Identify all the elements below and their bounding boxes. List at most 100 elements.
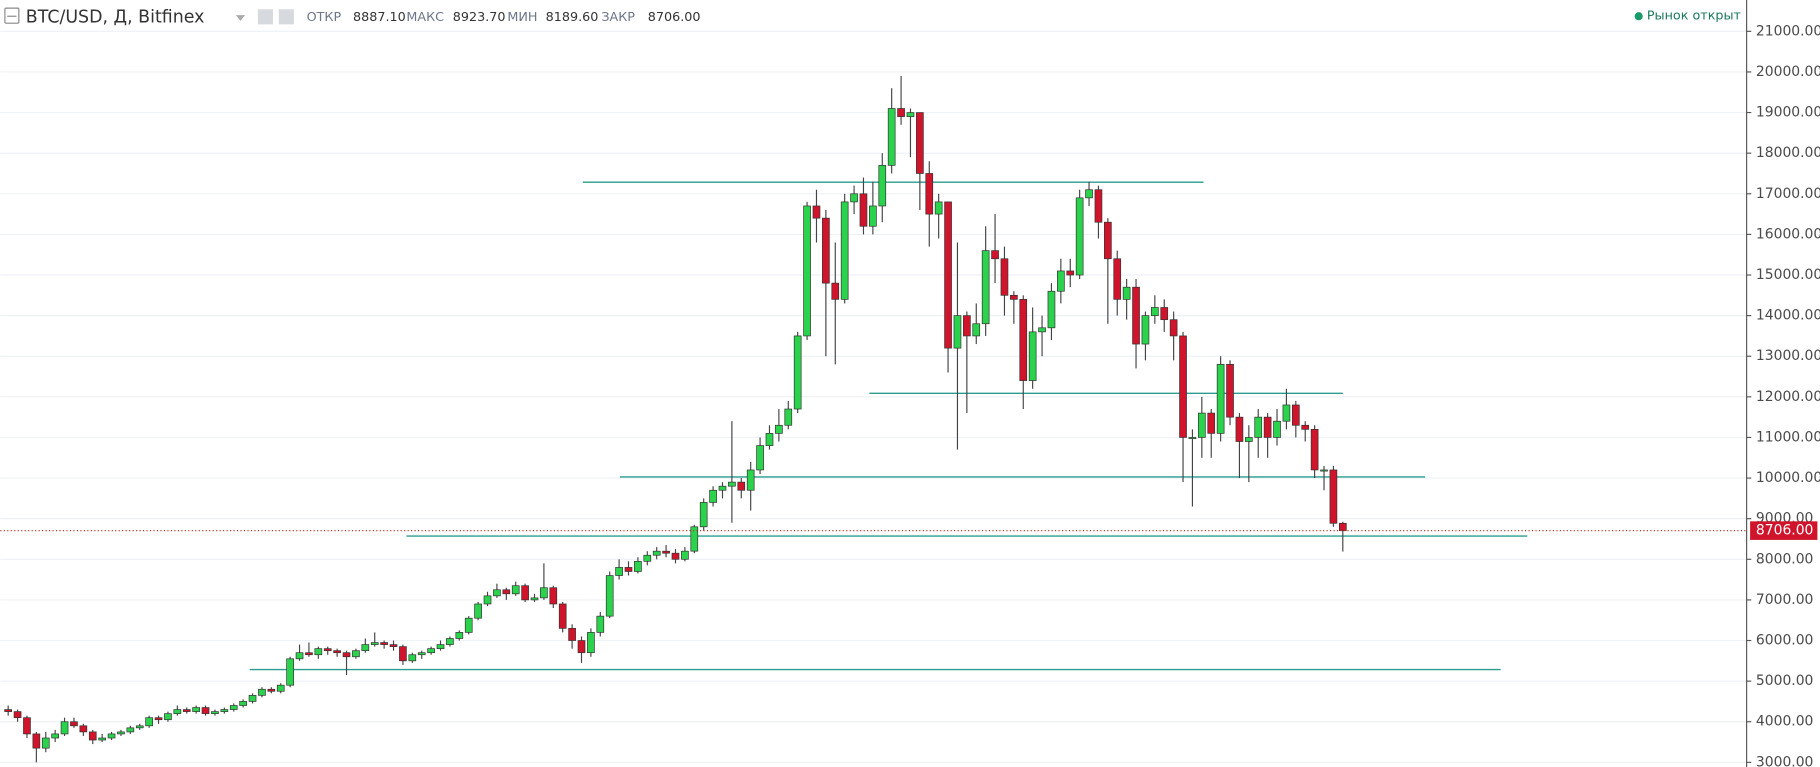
ohlc-legend: ОТКР 8887.10 МАКС 8923.70 МИН 8189.60 ЗАКР 8706… xyxy=(307,10,701,25)
candle-body xyxy=(1338,522,1347,531)
candle-body xyxy=(1329,469,1338,524)
candle-body xyxy=(98,737,106,741)
candle-body xyxy=(1226,364,1234,418)
candle-body xyxy=(944,201,952,349)
candle-body xyxy=(192,707,200,712)
candle-body xyxy=(916,112,924,174)
candle-body xyxy=(1038,327,1046,333)
ohlc-value: 8706.00 xyxy=(648,10,701,25)
candle-body xyxy=(718,485,727,491)
candle-body xyxy=(70,721,78,727)
candle-body xyxy=(1000,258,1009,296)
candle-body xyxy=(605,575,614,617)
candle-body xyxy=(145,717,153,727)
candle-body xyxy=(1169,319,1178,337)
y-tick-label: 11000.00 xyxy=(1756,429,1820,445)
candle-body xyxy=(709,489,717,503)
candle-body xyxy=(1132,286,1140,345)
status-dot xyxy=(1634,12,1643,21)
candle-body xyxy=(822,217,830,284)
candle-body xyxy=(972,323,981,337)
candle-body xyxy=(934,201,943,215)
candle-body xyxy=(1141,315,1150,345)
candle-body xyxy=(530,597,539,601)
candle-body xyxy=(671,552,680,560)
candle-body xyxy=(51,733,59,739)
panel-icon[interactable] xyxy=(4,7,20,24)
y-tick-label: 18000.00 xyxy=(1756,145,1820,161)
candle-body xyxy=(436,644,445,649)
candle-body xyxy=(558,603,567,629)
candle-body xyxy=(1160,307,1169,321)
y-tick-label: 7000.00 xyxy=(1756,592,1814,608)
candle-body xyxy=(1254,416,1263,438)
candle-body xyxy=(765,433,774,446)
candle-body xyxy=(1010,294,1018,300)
candle-body xyxy=(737,481,746,491)
candle-body xyxy=(793,335,802,410)
ohlc-label: МАКС xyxy=(406,10,444,25)
candle-body xyxy=(79,725,88,733)
dropdown-arrow[interactable] xyxy=(235,15,246,21)
candle-body xyxy=(23,717,31,735)
candle-body xyxy=(652,550,661,556)
candle-body xyxy=(1235,416,1244,442)
candle-body xyxy=(540,587,548,599)
icon-eye[interactable] xyxy=(257,9,273,25)
candle-body xyxy=(981,250,990,325)
candle-body xyxy=(333,650,341,654)
candle-body xyxy=(1047,290,1056,329)
candle-body xyxy=(953,315,962,349)
candle-body xyxy=(107,733,116,739)
candle-body xyxy=(417,652,426,656)
candle-body xyxy=(117,731,125,735)
candle-body xyxy=(427,648,435,654)
candle-body xyxy=(812,205,821,219)
candle-body xyxy=(756,445,764,471)
candle-body xyxy=(41,737,50,749)
price-axis: 3000.00 4000.00 5000.00 6000.00 7000.00 8000.… xyxy=(1746,23,1820,767)
candle-body xyxy=(728,481,736,487)
y-tick-label: 12000.00 xyxy=(1756,389,1820,405)
candle-body xyxy=(352,650,360,658)
candle-body xyxy=(784,408,793,426)
y-tick-label: 13000.00 xyxy=(1756,348,1820,364)
candle-body xyxy=(746,469,755,491)
candle-body xyxy=(521,585,529,601)
candle-body xyxy=(314,648,323,656)
candle-body xyxy=(991,250,999,260)
candle-body xyxy=(1216,364,1225,434)
candle-body xyxy=(305,652,313,656)
candle-body xyxy=(634,560,642,572)
candle-body xyxy=(13,711,22,719)
candle-body xyxy=(1104,221,1112,260)
candle-body xyxy=(1019,299,1028,381)
icon-settings[interactable] xyxy=(278,9,294,25)
candle-body xyxy=(464,617,473,633)
ohlc-value: 8189.60 xyxy=(546,10,599,25)
candle-body xyxy=(1113,258,1122,300)
ohlc-label: МИН xyxy=(507,10,537,25)
candle-body xyxy=(878,165,887,207)
candle-body xyxy=(239,701,247,706)
ohlc-label: ЗАКР xyxy=(601,10,635,25)
candle-body xyxy=(859,193,868,227)
candle-body xyxy=(699,502,708,528)
symbol-title: BTC/USD, Д, Bitfinex xyxy=(26,7,205,27)
y-tick-label: 17000.00 xyxy=(1756,186,1820,202)
candle-body xyxy=(511,585,520,595)
candle-body xyxy=(389,644,398,647)
candle-body xyxy=(201,707,210,714)
candle-body xyxy=(1057,270,1065,292)
candle-body xyxy=(587,632,595,654)
candle-body xyxy=(276,684,285,692)
candle-body xyxy=(399,646,407,662)
candle-body xyxy=(182,709,191,712)
candle-body xyxy=(1066,270,1075,276)
candle-body xyxy=(211,711,219,714)
candle-body xyxy=(295,652,304,660)
y-tick-label: 20000.00 xyxy=(1756,64,1820,80)
candle-body xyxy=(380,642,388,645)
